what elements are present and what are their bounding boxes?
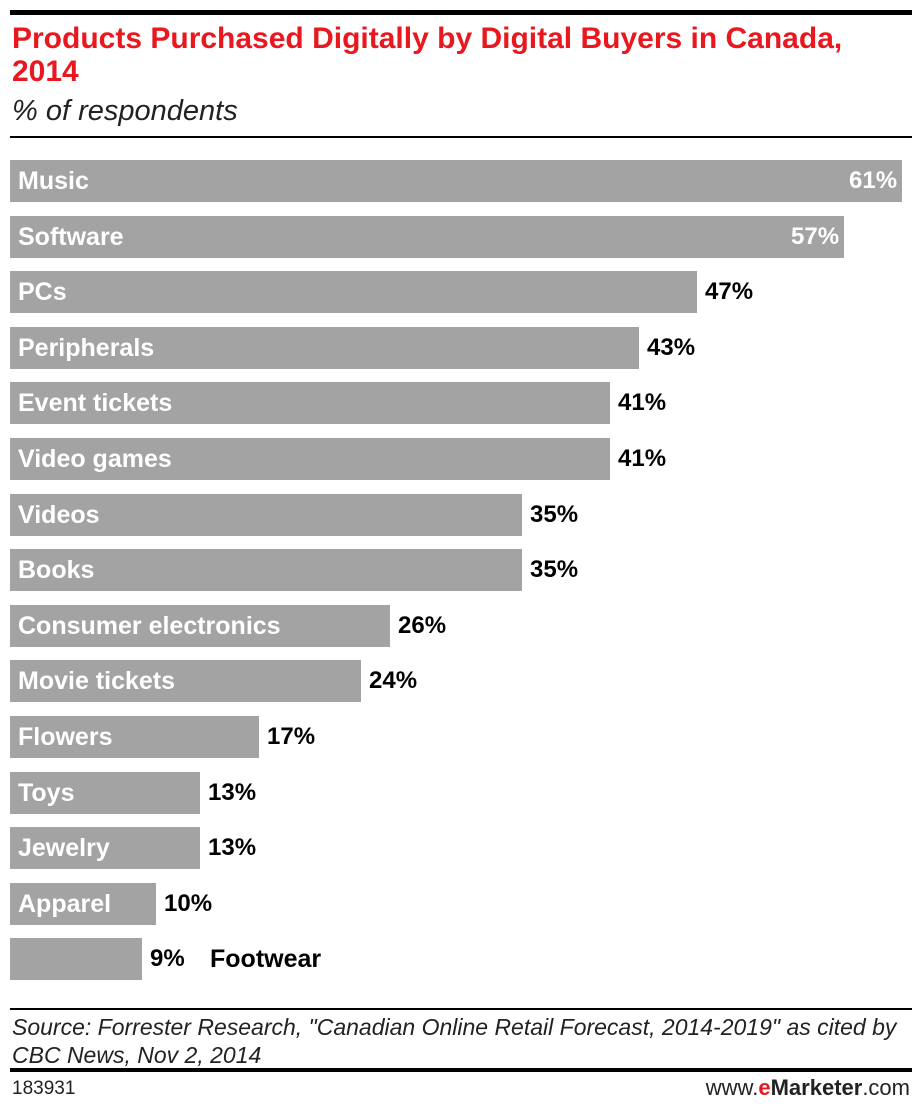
bar-value-label: 24%	[369, 667, 418, 694]
bar-category-label: Flowers	[18, 723, 113, 751]
bar-value-label: 35%	[530, 501, 579, 528]
bar-category-label: PCs	[18, 278, 67, 306]
bar-category-label: Jewelry	[18, 834, 110, 862]
bar-value-label: 41%	[618, 445, 667, 472]
brand-suffix: .com	[862, 1075, 910, 1100]
bar-value-label: 61%	[849, 167, 898, 194]
bar-category-label: Footwear	[210, 945, 322, 973]
bar-value-label: 9%	[150, 945, 185, 972]
bar-value-label: 35%	[530, 556, 579, 583]
brand-link[interactable]: www.eMarketer.com	[706, 1075, 910, 1101]
brand-name: Marketer	[770, 1075, 863, 1100]
bar	[10, 938, 142, 980]
bar	[10, 494, 522, 536]
bar	[10, 772, 200, 814]
bar-value-label: 47%	[705, 278, 754, 305]
bar	[10, 549, 522, 591]
bar	[10, 271, 697, 313]
bar-value-label: 41%	[618, 389, 667, 416]
bar	[10, 716, 259, 758]
bar-category-label: Consumer electronics	[18, 612, 281, 640]
bar-category-label: Music	[18, 167, 89, 195]
bar	[10, 160, 902, 202]
bar-value-label: 13%	[208, 834, 257, 861]
source-rule	[10, 1008, 912, 1010]
bar-value-label: 43%	[647, 334, 696, 361]
bar-value-label: 17%	[267, 723, 316, 750]
bar-category-label: Toys	[18, 779, 75, 807]
chart-subtitle: % of respondents	[12, 95, 238, 127]
bar	[10, 605, 390, 647]
brand-prefix: www.	[705, 1075, 759, 1100]
bar-value-label: 10%	[164, 890, 213, 917]
brand-e: e	[758, 1075, 771, 1100]
bar-category-label: Event tickets	[18, 389, 173, 417]
bar-value-label: 26%	[398, 612, 447, 639]
bar	[10, 827, 200, 869]
bar	[10, 660, 361, 702]
bar-category-label: Movie tickets	[18, 667, 176, 695]
bar	[10, 883, 156, 925]
chart-id: 183931	[12, 1078, 76, 1099]
source-note: Source: Forrester Research, "Canadian On…	[12, 1014, 897, 1068]
bottom-rule	[10, 1068, 912, 1072]
header-rule	[10, 136, 912, 138]
bar-category-label: Video games	[18, 445, 172, 473]
bar	[10, 382, 610, 424]
bar-category-label: Books	[18, 556, 95, 584]
chart-title: Products Purchased Digitally by Digital …	[12, 22, 843, 88]
bar-value-label: 13%	[208, 779, 257, 806]
bar-category-label: Peripherals	[18, 334, 155, 362]
bar	[10, 438, 610, 480]
bar-category-label: Videos	[18, 501, 100, 529]
bar-category-label: Apparel	[18, 890, 112, 918]
bar-value-label: 57%	[791, 223, 840, 250]
bar	[10, 327, 639, 369]
bar-category-label: Software	[18, 223, 124, 251]
top-rule	[10, 10, 912, 15]
bar	[10, 216, 844, 258]
